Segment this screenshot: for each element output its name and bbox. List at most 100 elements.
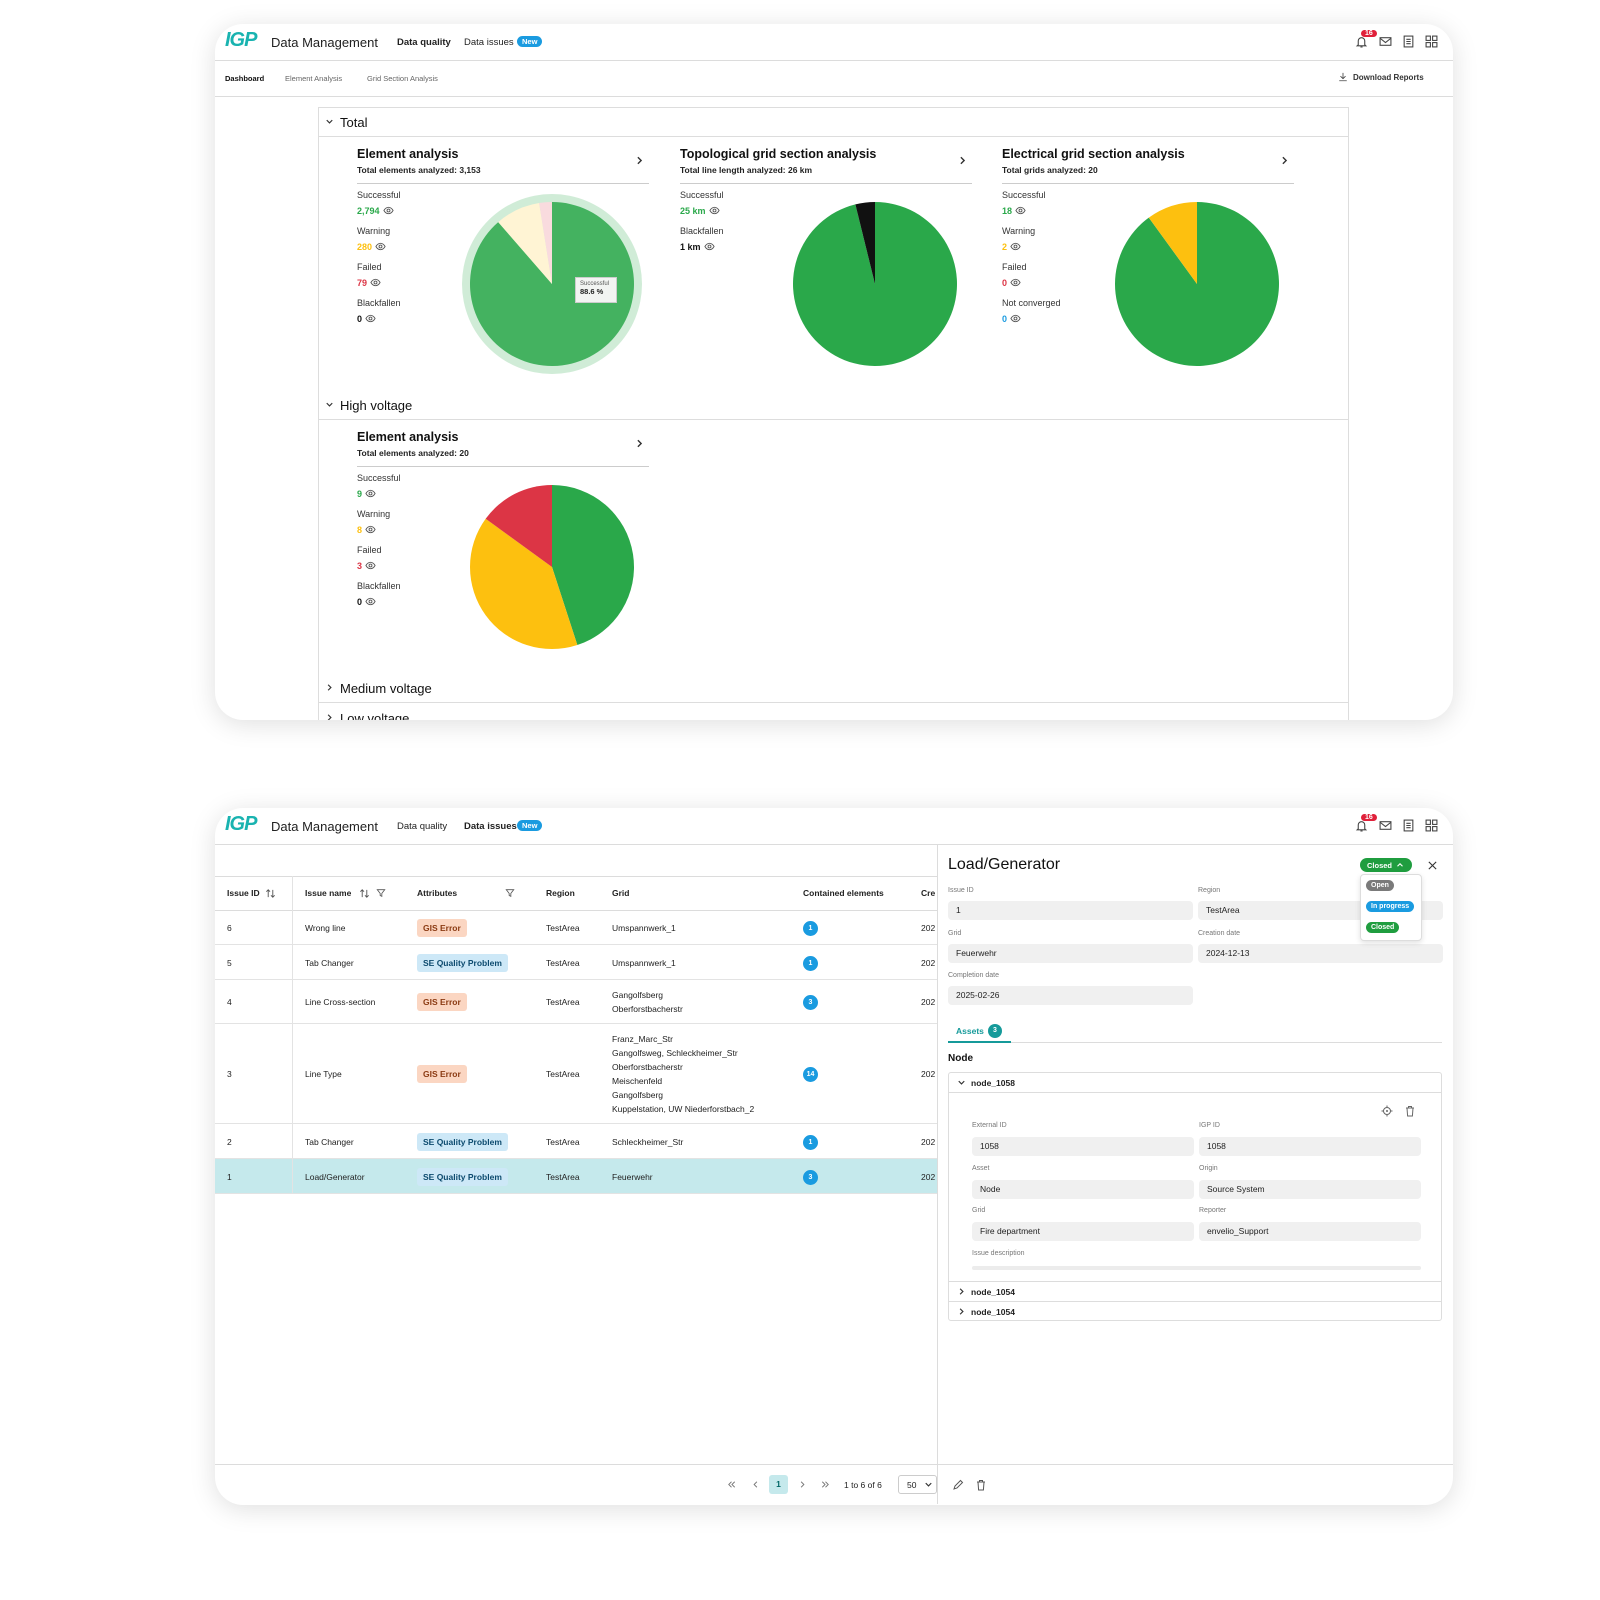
table-row[interactable] xyxy=(215,910,937,945)
sub-tab[interactable]: Dashboard xyxy=(225,74,265,83)
table-row[interactable] xyxy=(215,1024,937,1124)
eye-icon[interactable] xyxy=(365,524,376,535)
doc-icon[interactable] xyxy=(1402,35,1415,48)
edit-icon[interactable] xyxy=(952,1479,964,1491)
doc-icon-part xyxy=(1403,819,1414,832)
description-label: Issue description xyxy=(972,1250,1025,1257)
stat-value-row: 2 xyxy=(1002,241,1021,252)
mail-icon[interactable] xyxy=(1379,35,1392,48)
eye-icon[interactable] xyxy=(1010,277,1021,288)
next-page[interactable] xyxy=(797,1479,808,1490)
asset-header[interactable] xyxy=(949,1302,1441,1320)
mail-icon[interactable] xyxy=(1379,819,1392,832)
section-title[interactable]: High voltage xyxy=(340,398,413,413)
column-header[interactable]: Contained elements xyxy=(803,888,884,898)
expand-chevron[interactable] xyxy=(324,399,335,410)
asset-header[interactable] xyxy=(949,1282,1441,1302)
eye-icon[interactable] xyxy=(365,596,376,607)
eye-icon[interactable] xyxy=(382,205,394,216)
asset-field-value: envelio_Support xyxy=(1199,1222,1421,1241)
expand-chevron[interactable] xyxy=(324,712,335,720)
section-title[interactable]: Total xyxy=(340,115,368,130)
section-header[interactable] xyxy=(318,107,1349,137)
download-icon[interactable] xyxy=(1338,72,1348,82)
table-row[interactable] xyxy=(215,945,937,980)
table-row[interactable] xyxy=(215,1124,937,1159)
sort-icon[interactable] xyxy=(359,888,370,899)
section-header[interactable] xyxy=(318,673,1349,703)
pie-tooltip: Successful 88.6 % xyxy=(575,277,617,303)
nav-link[interactable]: Data quality xyxy=(397,821,448,832)
field-value: 2024-12-13 xyxy=(1198,943,1443,963)
apps-icon-part xyxy=(1432,35,1438,41)
stat-label: Blackfallen xyxy=(680,226,724,236)
status-option[interactable]: Open xyxy=(1366,880,1394,891)
column-header[interactable]: Grid xyxy=(612,888,630,898)
grid-name: Oberforstbacherstr xyxy=(612,1062,683,1072)
page-size-select[interactable]: 50 xyxy=(898,1475,937,1494)
filter-icon[interactable] xyxy=(376,888,386,898)
card-open-chevron[interactable] xyxy=(633,437,646,450)
eye-icon[interactable] xyxy=(1010,241,1021,252)
pie-chart xyxy=(1115,202,1279,366)
asset-header[interactable] xyxy=(949,1073,1441,1093)
column-header[interactable]: Cre xyxy=(921,888,936,898)
eye-icon[interactable] xyxy=(1015,205,1026,216)
section-header[interactable] xyxy=(318,703,1349,720)
expand-chevron[interactable] xyxy=(324,682,335,693)
asset-chevron[interactable] xyxy=(956,1077,967,1088)
new-badge: New xyxy=(517,820,543,831)
card-open-chevron[interactable] xyxy=(633,154,646,167)
page-number[interactable]: 1 xyxy=(769,1475,788,1494)
column-header[interactable]: Issue ID xyxy=(227,888,260,898)
delete-icon[interactable] xyxy=(975,1479,987,1491)
column-header[interactable]: Issue name xyxy=(305,888,352,898)
locate-icon[interactable] xyxy=(1381,1105,1393,1117)
table-row[interactable] xyxy=(215,980,937,1024)
eye-icon[interactable] xyxy=(365,560,376,571)
sub-tab[interactable]: Grid Section Analysis xyxy=(367,74,438,83)
filter-icon[interactable] xyxy=(505,888,515,898)
download-reports[interactable]: Download Reports xyxy=(1353,73,1424,82)
status-option[interactable]: Closed xyxy=(1366,922,1400,933)
eye-icon[interactable] xyxy=(703,241,715,252)
eye-icon-part xyxy=(365,314,376,323)
eye-icon[interactable] xyxy=(365,313,376,324)
eye-icon[interactable] xyxy=(365,488,376,499)
bell-icon[interactable] xyxy=(1355,35,1368,48)
apps-icon[interactable] xyxy=(1425,819,1438,832)
close-icon[interactable] xyxy=(1427,860,1438,871)
section-header[interactable] xyxy=(318,390,1349,420)
asset-chevron[interactable] xyxy=(956,1286,967,1297)
bell-icon[interactable] xyxy=(1355,819,1368,832)
last-page[interactable] xyxy=(820,1479,831,1490)
tab[interactable]: Assets xyxy=(956,1026,984,1036)
expand-chevron[interactable] xyxy=(324,116,335,127)
first-page[interactable] xyxy=(726,1479,737,1490)
asset-chevron[interactable] xyxy=(956,1306,967,1317)
nav-link[interactable]: Data issues xyxy=(464,821,517,832)
sort-icon[interactable] xyxy=(265,888,276,899)
nav-link[interactable]: Data issues xyxy=(464,37,514,48)
grid-name: Umspannwerk_1 xyxy=(612,957,676,968)
column-header[interactable]: Region xyxy=(546,888,575,898)
eye-icon[interactable] xyxy=(1010,313,1021,324)
status-chip[interactable]: Closed xyxy=(1360,858,1412,872)
eye-icon-part xyxy=(386,208,390,213)
card-open-chevron[interactable] xyxy=(956,154,969,167)
doc-icon[interactable] xyxy=(1402,819,1415,832)
eye-icon[interactable] xyxy=(370,277,381,288)
close-icon-part xyxy=(1428,861,1437,870)
delete-icon[interactable] xyxy=(1404,1105,1416,1117)
nav-link[interactable]: Data quality xyxy=(397,37,451,48)
eye-icon[interactable] xyxy=(375,241,386,252)
eye-icon[interactable] xyxy=(708,205,720,216)
section-title[interactable]: Low voltage xyxy=(340,711,410,720)
column-header[interactable]: Attributes xyxy=(417,888,458,898)
apps-icon[interactable] xyxy=(1425,35,1438,48)
card-open-chevron[interactable] xyxy=(1278,154,1291,167)
status-option[interactable]: In progress xyxy=(1366,901,1415,912)
prev-page[interactable] xyxy=(750,1479,761,1490)
sub-tab[interactable]: Element Analysis xyxy=(285,74,343,83)
section-title[interactable]: Medium voltage xyxy=(340,681,432,696)
